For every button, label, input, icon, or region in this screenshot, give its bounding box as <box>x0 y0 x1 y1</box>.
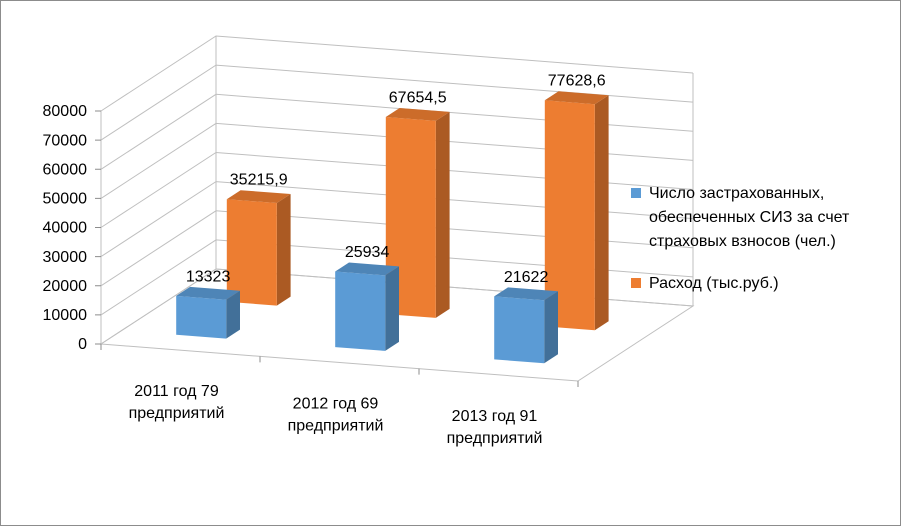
legend-label-line: страховых взносов (чел.) <box>649 233 836 250</box>
y-tick-label: 10000 <box>43 307 88 324</box>
bar-top <box>226 190 291 203</box>
category-label: 2013 год 91 предприятий <box>447 408 543 447</box>
y-tick-label: 70000 <box>43 132 88 149</box>
legend-swatch <box>631 278 641 288</box>
data-label: 67654,5 <box>389 89 447 106</box>
category-label-line: 2013 год 91 <box>452 408 538 425</box>
gridline <box>100 35 694 112</box>
legend-label-line: Расход (тыс.руб.) <box>649 275 779 292</box>
data-labels: 35215,9 67654,5 77628,6 13323 25934 21622 <box>186 73 606 286</box>
data-label: 13323 <box>186 268 231 285</box>
category-label: 2012 год 69 предприятий <box>288 396 384 435</box>
bar-side <box>276 194 291 306</box>
category-label-line: 2011 год 79 <box>134 383 219 400</box>
gridline <box>100 151 694 228</box>
gridline <box>100 239 694 316</box>
legend-label-line: Число застрахованных, <box>649 185 824 202</box>
gridlines <box>100 35 694 345</box>
bar-top <box>335 262 399 276</box>
legend-label-line: обеспеченных СИЗ за счет <box>649 209 850 226</box>
bar <box>544 100 595 331</box>
bar <box>335 271 386 351</box>
y-axis-ticks: 0 10000 20000 30000 40000 50000 60000 70000 8000… <box>43 103 101 353</box>
data-label: 21622 <box>504 269 549 286</box>
y-tick-label: 50000 <box>43 191 88 208</box>
x-axis-categories: 2011 год 79 предприятий 2012 год 69 предпри… <box>100 344 579 447</box>
bar-top <box>176 286 240 300</box>
legend: Число застрахованных, обеспеченных СИЗ за… <box>631 185 850 292</box>
category-label-line: предприятий <box>288 418 384 435</box>
bar-side <box>385 266 399 351</box>
bars <box>176 91 609 364</box>
bar <box>494 296 545 364</box>
gridline <box>100 64 694 141</box>
data-label: 35215,9 <box>230 172 288 189</box>
y-tick-label: 20000 <box>43 278 88 295</box>
y-tick-label: 0 <box>78 336 87 353</box>
legend-label: Число застрахованных, обеспеченных СИЗ за… <box>649 185 850 250</box>
category-label-line: предприятий <box>447 430 543 447</box>
y-tick-label: 30000 <box>43 249 88 266</box>
bar-top <box>494 287 558 301</box>
bar <box>226 199 277 306</box>
bar-side <box>226 290 240 339</box>
bar <box>176 295 227 339</box>
bar-side <box>594 95 609 331</box>
gridline <box>100 122 694 199</box>
category-label: 2011 год 79 предприятий <box>129 383 225 422</box>
bar-top <box>544 91 609 105</box>
category-label-line: 2012 год 69 <box>293 396 379 413</box>
y-tick-label: 60000 <box>43 161 88 178</box>
data-label: 77628,6 <box>548 73 606 90</box>
gridline <box>100 181 694 258</box>
y-tick-label: 40000 <box>43 220 88 237</box>
category-label-line: предприятий <box>129 405 225 422</box>
bar-side <box>544 291 558 364</box>
y-tick-label: 80000 <box>43 103 88 120</box>
gridline <box>100 210 694 287</box>
bar-side <box>435 111 450 318</box>
legend-swatch <box>631 188 641 198</box>
legend-label: Расход (тыс.руб.) <box>649 275 779 292</box>
bar-top <box>385 108 450 121</box>
gridline <box>100 93 694 170</box>
data-label: 25934 <box>345 244 390 261</box>
